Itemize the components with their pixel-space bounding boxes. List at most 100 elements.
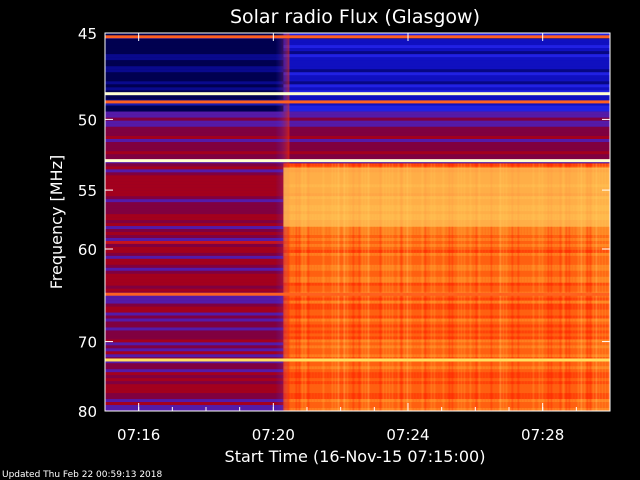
heatmap-stripe	[105, 330, 284, 334]
heatmap-stripe	[105, 246, 284, 250]
heatmap-stripe	[105, 390, 284, 394]
heatmap-stripe	[105, 237, 284, 241]
heatmap-stripe	[283, 163, 610, 167]
heatmap-stripe	[105, 315, 284, 319]
heatmap-column	[580, 163, 583, 411]
heatmap-stripe	[105, 108, 284, 112]
heatmap-column	[313, 163, 316, 411]
heatmap-stripe	[105, 214, 284, 218]
heatmap-column	[466, 163, 469, 411]
heatmap-stripe	[283, 342, 610, 346]
heatmap-stripe	[105, 105, 284, 109]
heatmap-column	[439, 163, 442, 411]
heatmap-stripe	[105, 151, 610, 155]
heatmap-stripe	[105, 261, 284, 265]
heatmap-stripe	[283, 81, 610, 85]
heatmap-stripe	[105, 117, 610, 121]
heatmap-stripe	[105, 142, 610, 146]
heatmap-column	[568, 163, 571, 411]
heatmap-stripe	[283, 390, 610, 394]
heatmap-stripe	[283, 315, 610, 319]
heatmap-stripe	[105, 42, 284, 46]
heatmap-stripe	[283, 72, 610, 76]
heatmap-stripe	[105, 199, 284, 203]
heatmap-column	[328, 163, 331, 411]
heatmap-stripe	[105, 208, 284, 212]
heatmap-column	[298, 163, 301, 411]
heatmap-stripe	[105, 360, 284, 364]
heatmap-stripe	[105, 309, 284, 313]
plot-frame	[104, 32, 611, 412]
heatmap-column	[436, 163, 439, 411]
heatmap-stripe	[105, 166, 284, 170]
heatmap-stripe	[105, 318, 284, 322]
heatmap-stripe	[283, 39, 610, 43]
heatmap-stripe	[283, 87, 610, 91]
heatmap-column	[547, 163, 550, 411]
heatmap-stripe	[283, 369, 610, 373]
heatmap-stripe	[283, 60, 610, 64]
heatmap-column	[574, 163, 577, 411]
emission-line	[105, 358, 610, 362]
heatmap-stripe	[283, 258, 610, 262]
heatmap-stripe	[283, 387, 610, 391]
heatmap-column	[535, 163, 538, 411]
heatmap-stripe	[105, 306, 284, 310]
heatmap-column	[532, 163, 535, 411]
heatmap-stripe	[105, 372, 284, 376]
heatmap-stripe	[283, 229, 610, 233]
heatmap-stripe	[105, 132, 610, 136]
heatmap-stripe	[105, 387, 284, 391]
heatmap-column	[472, 163, 475, 411]
heatmap-column	[391, 163, 394, 411]
heatmap-column	[346, 163, 349, 411]
heatmap-stripe	[105, 172, 284, 176]
heatmap-stripe	[105, 54, 284, 58]
heatmap-stripe	[105, 229, 284, 233]
heatmap-stripe	[283, 366, 610, 370]
heatmap-stripe	[283, 108, 610, 112]
heatmap-column	[502, 163, 505, 411]
heatmap-column	[478, 163, 481, 411]
heatmap-stripe	[283, 399, 610, 403]
x-tick-label: 07:20	[252, 426, 295, 444]
heatmap-stripe	[105, 273, 284, 277]
heatmap-column	[598, 163, 601, 411]
heatmap-stripe	[283, 354, 610, 358]
heatmap-column	[343, 163, 346, 411]
heatmap-stripe	[283, 226, 610, 230]
heatmap-stripe	[105, 363, 284, 367]
heatmap-column	[601, 163, 604, 411]
heatmap-stripe	[283, 330, 610, 334]
heatmap-stripe	[105, 129, 610, 133]
heatmap-stripe	[283, 249, 610, 253]
heatmap-stripe	[283, 405, 610, 409]
heatmap-stripe	[283, 339, 610, 343]
heatmap-column	[520, 163, 523, 411]
heatmap-stripe	[283, 235, 610, 238]
heatmap-stripe	[283, 267, 610, 271]
emission-line	[105, 159, 610, 163]
heatmap-stripe	[283, 69, 610, 73]
heatmap-stripe	[283, 78, 610, 82]
heatmap-stripe	[105, 342, 284, 346]
heatmap-stripe	[283, 261, 610, 265]
heatmap-stripe	[105, 348, 284, 352]
heatmap-stripe	[105, 226, 284, 230]
emission-line	[105, 100, 610, 104]
heatmap-stripe	[105, 205, 284, 209]
heatmap-stripe	[105, 154, 610, 158]
heatmap-stripe	[105, 288, 284, 292]
heatmap-stripe	[283, 276, 610, 280]
heatmap-stripe	[105, 211, 284, 215]
bright-band	[283, 167, 610, 227]
heatmap-column	[373, 163, 376, 411]
heatmap-stripe	[283, 264, 610, 268]
heatmap-column	[409, 163, 412, 411]
heatmap-stripe	[105, 135, 610, 140]
heatmap-stripe	[105, 60, 284, 64]
heatmap-stripe	[105, 217, 284, 221]
heatmap-stripe	[105, 405, 284, 409]
heatmap-stripe	[283, 348, 610, 352]
